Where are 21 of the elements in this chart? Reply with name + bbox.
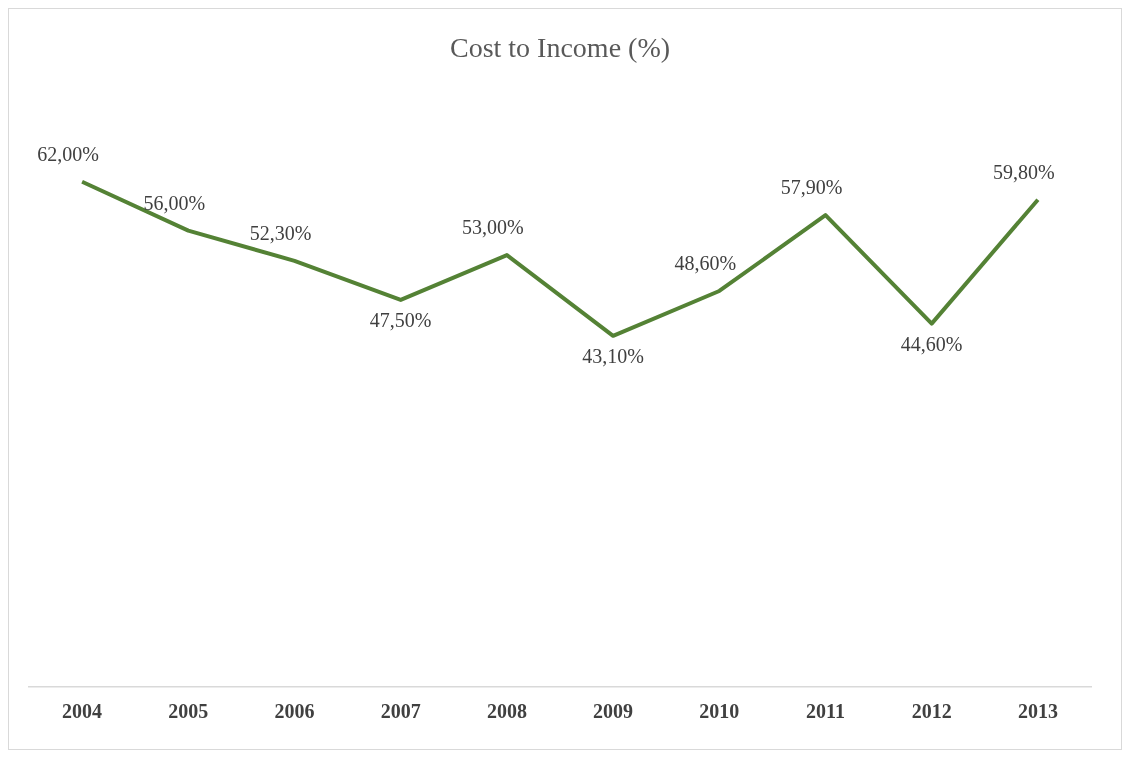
x-tick-label: 2013 (1017, 700, 1058, 723)
x-tick-label: 2004 (62, 700, 103, 723)
x-tick-label: 2009 (593, 700, 634, 723)
x-tick-label: 2008 (486, 700, 527, 723)
data-label: 53,00% (462, 216, 524, 239)
x-tick-label: 2005 (168, 700, 209, 723)
data-label: 43,10% (582, 345, 644, 368)
x-tick-label: 2006 (274, 700, 315, 723)
data-label: 47,50% (369, 309, 432, 332)
data-label: 56,00% (143, 191, 206, 214)
x-tick-label: 2011 (806, 700, 845, 723)
data-label: 57,90% (780, 176, 843, 199)
data-label: 59,80% (993, 160, 1055, 183)
x-tick-label: 2007 (380, 700, 421, 723)
data-label: 48,60% (674, 252, 737, 275)
data-label: 62,00% (37, 143, 99, 166)
x-tick-label: 2010 (699, 700, 740, 723)
data-label: 44,60% (900, 332, 963, 355)
chart-title: Cost to Income (%) (449, 32, 671, 64)
data-label: 52,30% (249, 222, 312, 245)
x-tick-label: 2012 (911, 700, 952, 723)
